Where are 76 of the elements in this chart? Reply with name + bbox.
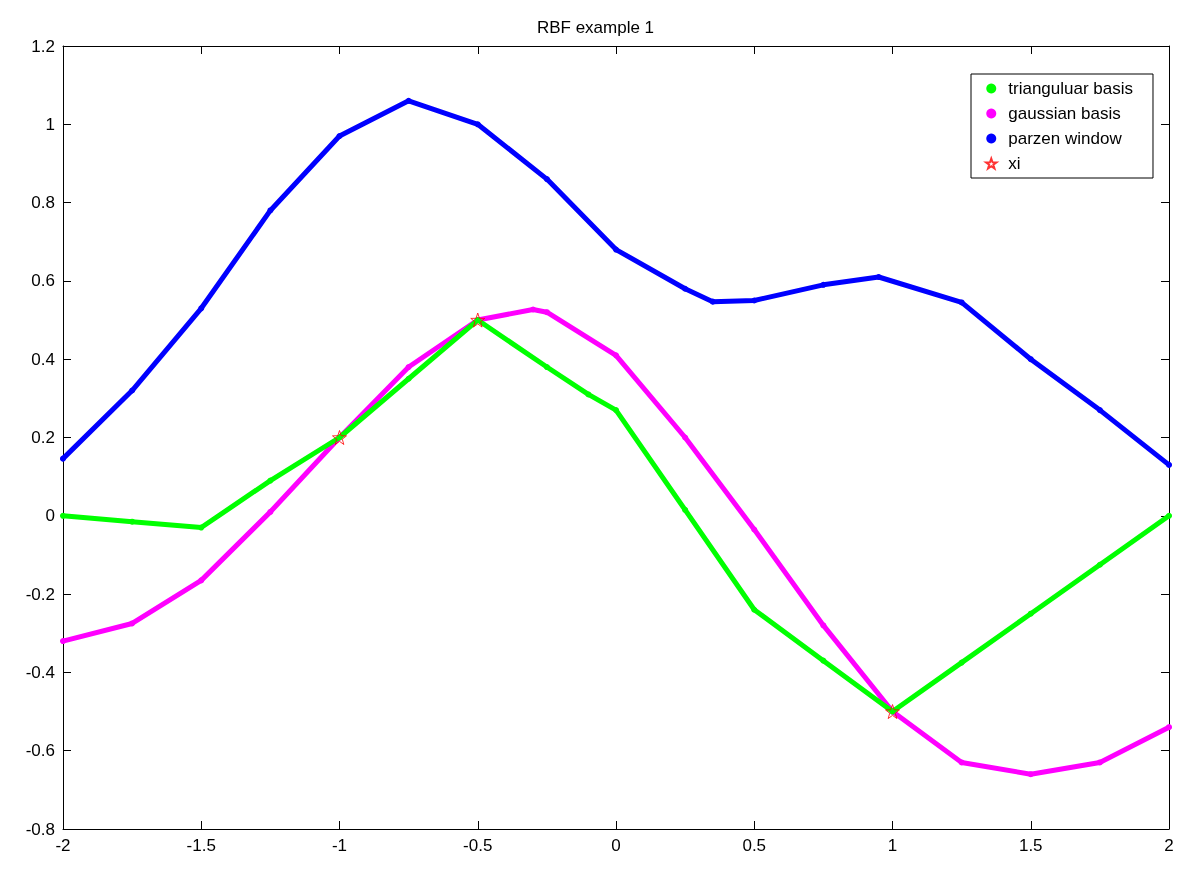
legend-label: parzen window — [1008, 129, 1123, 148]
point — [1166, 724, 1172, 731]
legend-label: trianguluar basis — [1008, 79, 1134, 98]
point — [405, 375, 412, 382]
point — [129, 620, 136, 627]
point — [198, 305, 205, 312]
point — [682, 434, 689, 441]
y-tick-label: 1.2 — [31, 36, 55, 56]
point — [60, 638, 66, 645]
point — [1027, 771, 1034, 778]
point — [1166, 512, 1172, 519]
x-tick-label: 2 — [1164, 836, 1174, 855]
point — [682, 506, 689, 513]
point — [332, 430, 347, 445]
point — [613, 246, 619, 253]
x-tick-label: 1.5 — [1018, 836, 1043, 855]
point — [709, 298, 716, 305]
y-tick-label: -0.8 — [25, 819, 55, 839]
point — [1096, 759, 1103, 766]
point — [267, 477, 274, 484]
point — [543, 364, 550, 371]
point — [751, 297, 758, 304]
y-tick-label: -0.4 — [25, 662, 55, 682]
point — [613, 352, 619, 359]
point — [129, 518, 136, 525]
point — [267, 508, 274, 515]
point — [885, 704, 900, 720]
point — [1027, 356, 1034, 363]
point — [958, 659, 965, 666]
point — [129, 387, 136, 394]
point — [60, 512, 66, 519]
x-tick-label: 0.5 — [742, 836, 767, 855]
point — [820, 657, 827, 664]
y-tick-label: 0 — [45, 506, 55, 526]
chart-title: RBF example 1 — [536, 18, 655, 37]
x-tick-label: -1.5 — [186, 836, 216, 855]
x-tick-label: -2 — [55, 836, 71, 855]
point — [613, 407, 619, 414]
point — [875, 273, 882, 280]
legend-label: xi — [1008, 154, 1021, 173]
point — [585, 391, 592, 398]
point — [958, 759, 965, 766]
point — [198, 524, 205, 531]
point — [682, 285, 689, 292]
y-tick-label: -0.6 — [25, 741, 55, 761]
point — [470, 312, 486, 328]
point — [1096, 561, 1103, 568]
point — [1027, 610, 1034, 617]
point — [267, 207, 274, 214]
point — [336, 133, 343, 140]
point — [405, 97, 412, 104]
point — [405, 364, 412, 371]
y-tick-label: 0.4 — [31, 349, 55, 369]
point — [60, 455, 66, 462]
point — [958, 299, 965, 306]
point — [543, 176, 550, 183]
x-tick-label: -0.5 — [463, 836, 493, 855]
point — [1096, 407, 1103, 414]
y-tick-label: 1 — [45, 114, 55, 134]
point — [530, 306, 537, 313]
point — [751, 606, 758, 613]
point — [474, 121, 481, 128]
point — [751, 526, 758, 533]
point — [543, 309, 550, 316]
y-tick-label: 0.2 — [31, 428, 55, 447]
legend-label: gaussian basis — [1008, 104, 1121, 123]
y-tick-label: -0.2 — [25, 584, 55, 604]
point — [198, 577, 205, 584]
point — [820, 281, 827, 288]
point — [1166, 461, 1172, 468]
x-tick-label: 0 — [611, 836, 621, 855]
x-tick-label: 1 — [887, 836, 898, 855]
point — [820, 622, 827, 629]
x-tick-label: -1 — [331, 836, 348, 855]
y-tick-label: 0.8 — [31, 193, 55, 213]
y-tick-label: 0.6 — [31, 271, 55, 291]
